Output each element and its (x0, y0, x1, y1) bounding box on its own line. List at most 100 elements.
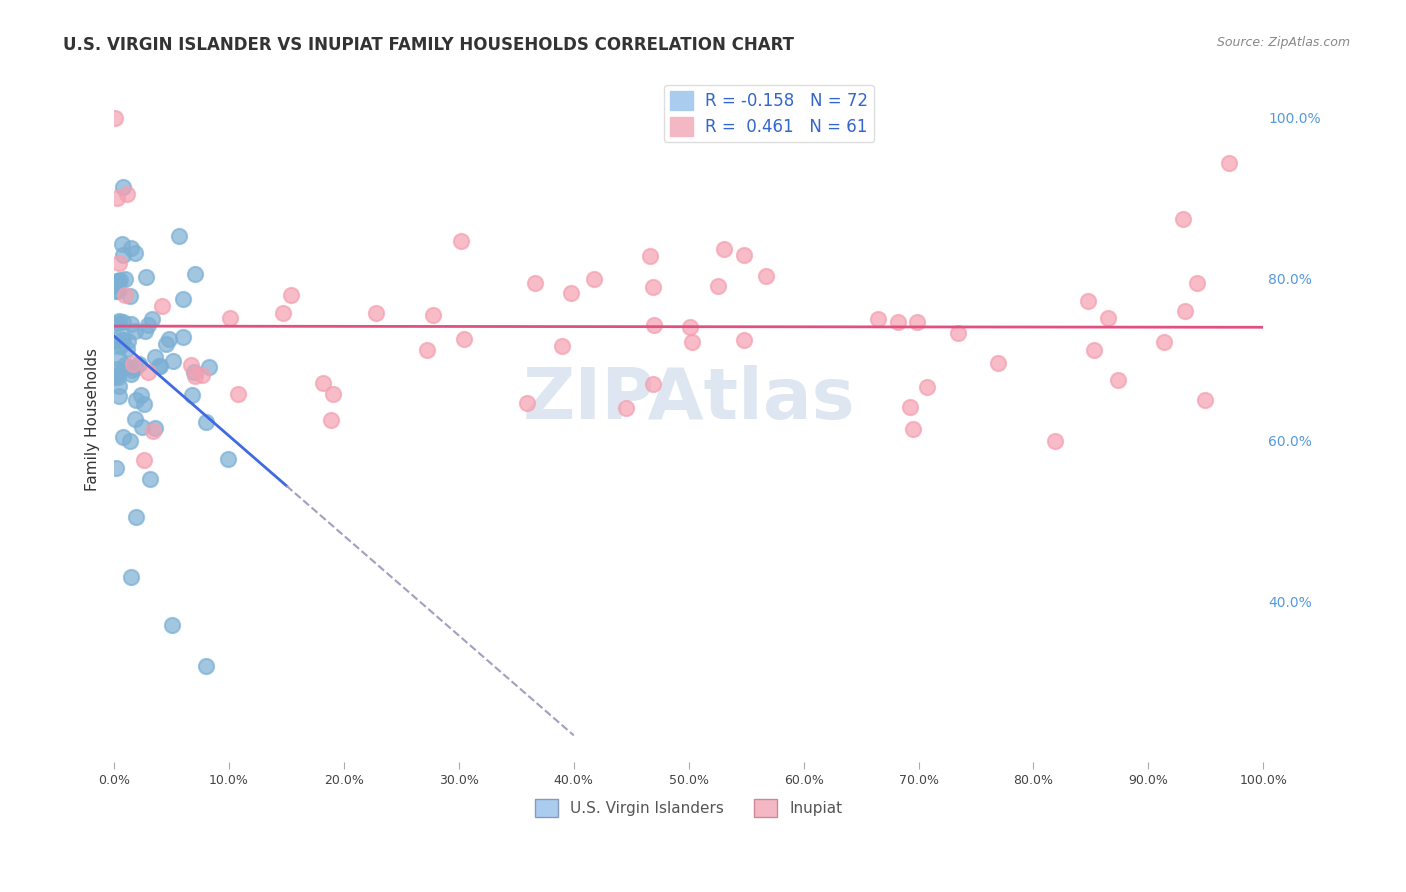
Point (105, 191, 128, 205)
Point (142, 425, 165, 439)
Point (903, 422, 925, 436)
Point (118, 434, 141, 449)
Point (124, 361, 146, 376)
Point (125, 510, 148, 524)
Point (111, 237, 134, 252)
Point (638, 249, 661, 263)
Point (907, 315, 929, 329)
Point (217, 451, 239, 466)
Point (110, 337, 132, 351)
Point (104, 368, 127, 382)
Point (184, 369, 207, 384)
Point (271, 306, 294, 320)
Point (713, 242, 735, 256)
Point (614, 401, 637, 416)
Point (141, 311, 163, 326)
Point (195, 416, 218, 430)
Point (148, 359, 170, 373)
Point (167, 229, 190, 244)
Point (111, 248, 134, 262)
Point (149, 359, 172, 373)
Point (131, 419, 153, 434)
Point (107, 314, 129, 328)
Point (114, 272, 136, 286)
Point (117, 360, 139, 375)
Point (124, 412, 146, 426)
Legend: U.S. Virgin Islanders, Inupiat: U.S. Virgin Islanders, Inupiat (529, 792, 849, 823)
Point (524, 276, 547, 290)
Point (1097, 310, 1119, 325)
Point (180, 387, 202, 401)
Point (195, 658, 218, 673)
Point (157, 332, 180, 346)
Point (138, 472, 160, 486)
Point (190, 368, 212, 382)
Point (138, 318, 160, 332)
Point (136, 365, 159, 379)
Point (733, 333, 755, 347)
Point (946, 326, 969, 340)
Point (453, 332, 475, 346)
Point (104, 111, 127, 125)
Point (987, 356, 1010, 370)
Point (120, 289, 142, 303)
Point (733, 248, 755, 262)
Point (450, 234, 472, 248)
Point (129, 387, 152, 401)
Point (104, 370, 127, 384)
Point (1218, 156, 1240, 170)
Point (583, 272, 606, 286)
Point (117, 334, 139, 348)
Point (112, 179, 135, 194)
Point (280, 288, 302, 302)
Point (108, 379, 131, 393)
Point (312, 376, 335, 391)
Point (111, 315, 134, 329)
Point (364, 306, 387, 320)
Point (1194, 393, 1216, 408)
Point (1043, 434, 1066, 448)
Point (108, 339, 131, 353)
Point (183, 267, 205, 281)
Point (120, 570, 142, 584)
Point (143, 421, 166, 435)
Point (172, 330, 194, 344)
Point (108, 273, 131, 287)
Point (120, 317, 142, 331)
Point (135, 269, 157, 284)
Point (104, 333, 127, 347)
Point (679, 319, 702, 334)
Point (915, 380, 938, 394)
Point (219, 310, 242, 325)
Point (107, 284, 129, 298)
Point (198, 359, 221, 374)
Point (107, 369, 129, 384)
Point (643, 377, 665, 392)
Point (319, 413, 342, 427)
Point (560, 285, 582, 300)
Point (124, 245, 146, 260)
Point (898, 400, 921, 414)
Point (155, 336, 177, 351)
Point (681, 334, 703, 349)
Point (226, 387, 249, 401)
Point (322, 386, 344, 401)
Text: Source: ZipAtlas.com: Source: ZipAtlas.com (1216, 36, 1350, 49)
Point (416, 343, 439, 357)
Point (108, 389, 131, 403)
Text: U.S. VIRGIN ISLANDER VS INUPIAT FAMILY HOUSEHOLDS CORRELATION CHART: U.S. VIRGIN ISLANDER VS INUPIAT FAMILY H… (63, 36, 794, 54)
Point (183, 365, 205, 379)
Point (125, 393, 148, 408)
Point (124, 325, 146, 339)
Point (111, 333, 134, 347)
Point (516, 396, 538, 410)
Point (115, 342, 138, 356)
Point (643, 279, 665, 293)
Point (1173, 304, 1195, 318)
Point (121, 357, 143, 371)
Point (105, 460, 128, 475)
Point (111, 332, 134, 346)
Point (114, 358, 136, 372)
Point (160, 618, 183, 632)
Point (120, 241, 142, 255)
